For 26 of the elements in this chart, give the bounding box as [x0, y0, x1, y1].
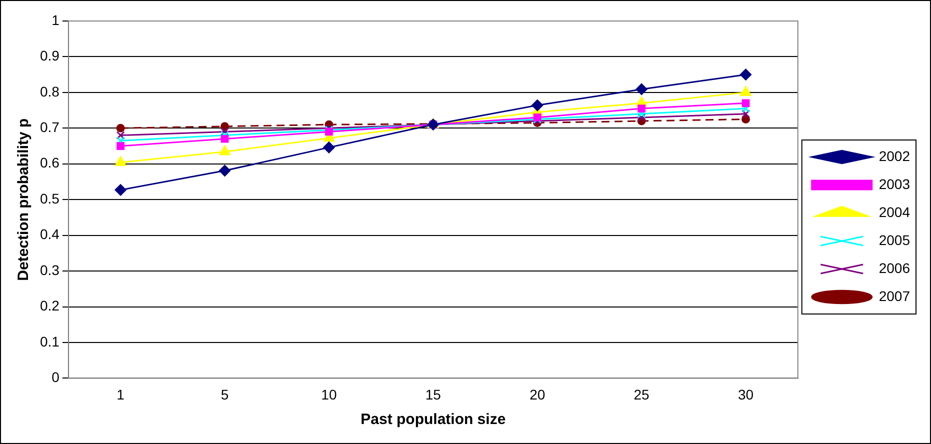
x-tick-label: 1 — [116, 386, 125, 402]
x-tick-label: 10 — [321, 386, 337, 402]
y-tick-label: 0 — [52, 369, 60, 386]
y-tick-label: 0.5 — [40, 190, 60, 206]
legend-label: 2002 — [878, 148, 910, 164]
y-tick-label: 0.1 — [40, 333, 60, 350]
y-tick-label: 0.2 — [40, 298, 60, 314]
x-tick-label: 20 — [530, 386, 546, 402]
y-tick-label: 0.9 — [40, 48, 60, 64]
x-tick-label: 5 — [220, 386, 229, 402]
legend-label: 2007 — [878, 288, 910, 304]
y-tick-label: 0.4 — [40, 226, 60, 242]
legend-label: 2006 — [878, 260, 910, 276]
x-tick-label: 15 — [425, 386, 442, 402]
y-tick-label: 0.8 — [40, 83, 60, 100]
y-tick-label: 0.6 — [40, 154, 60, 171]
legend-label: 2005 — [878, 232, 910, 248]
legend-label: 2003 — [878, 176, 910, 192]
x-tick-label: 30 — [738, 386, 754, 402]
y-tick-label: 0.7 — [40, 119, 60, 136]
x-axis-title: Past population size — [360, 411, 506, 428]
y-tick-label: 0.3 — [40, 262, 60, 278]
y-tick-label: 1 — [52, 12, 60, 28]
x-tick-label: 25 — [634, 386, 650, 402]
legend-label: 2004 — [878, 204, 910, 220]
y-axis-title: Detection probability p — [15, 118, 32, 281]
